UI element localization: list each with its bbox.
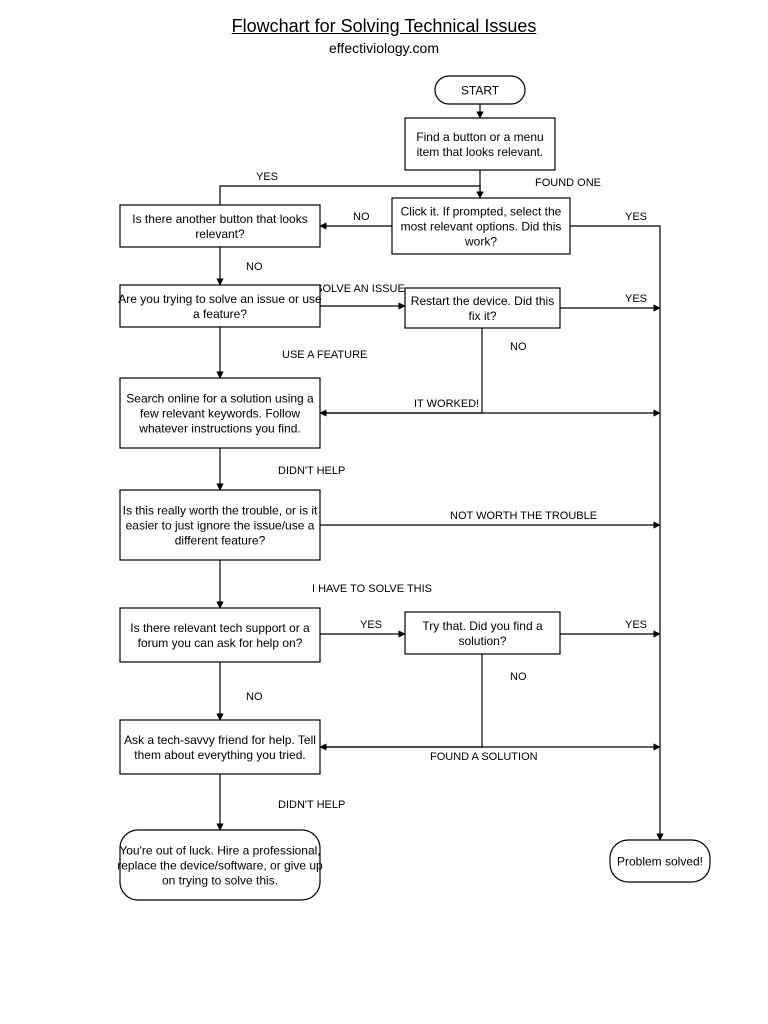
edge-label-restart-solved: YES <box>625 293 647 305</box>
node-friend <box>120 720 320 774</box>
flowchart-canvas: FOUND ONE NO YES YES NO SOLVE AN ISSUE USE A F… <box>0 0 768 1024</box>
edge-label-click-another: NO <box>353 211 370 223</box>
edge-label-another-issuefeat: NO <box>246 261 263 273</box>
edge-label-worth-solved: NOT WORTH THE TROUBLE <box>450 510 597 522</box>
edge-click-solved <box>570 226 660 840</box>
node-text-solved: Problem solved! <box>617 855 703 869</box>
node-text-search: Search online for a solution using afew … <box>126 392 314 436</box>
edge-label-worth-support: I HAVE TO SOLVE THIS <box>312 583 432 595</box>
edge-label-another-find: YES <box>256 171 278 183</box>
edge-label-support-friend: NO <box>246 691 263 703</box>
edge-label-search-solved: IT WORKED! <box>414 398 479 410</box>
edge-label-issuefeat-search: USE A FEATURE <box>282 349 367 361</box>
edge-label-restart-search: NO <box>510 341 527 353</box>
node-text-friend: Ask a tech-savvy friend for help. Tellth… <box>124 733 316 762</box>
node-support <box>120 608 320 662</box>
edge-label-find-click: FOUND ONE <box>535 177 601 189</box>
edge-label-search-worth: DIDN'T HELP <box>278 465 345 477</box>
edge-label-trythat-solved: YES <box>625 619 647 631</box>
edge-label-trythat-friend: NO <box>510 671 527 683</box>
edge-trythat-friend <box>320 654 482 747</box>
node-text-find: Find a button or a menuitem that looks r… <box>416 130 543 159</box>
edge-label-issuefeat-restart: SOLVE AN ISSUE <box>315 283 405 295</box>
node-text-support: Is there relevant tech support or aforum… <box>130 621 310 650</box>
edge-label-friend-outluck: DIDN'T HELP <box>278 799 345 811</box>
edge-label-support-trythat: YES <box>360 619 382 631</box>
node-text-start: START <box>461 84 500 98</box>
edge-label-click-solved: YES <box>625 211 647 223</box>
edge-label-friend-solved: FOUND A SOLUTION <box>430 751 538 763</box>
node-find <box>405 118 555 170</box>
